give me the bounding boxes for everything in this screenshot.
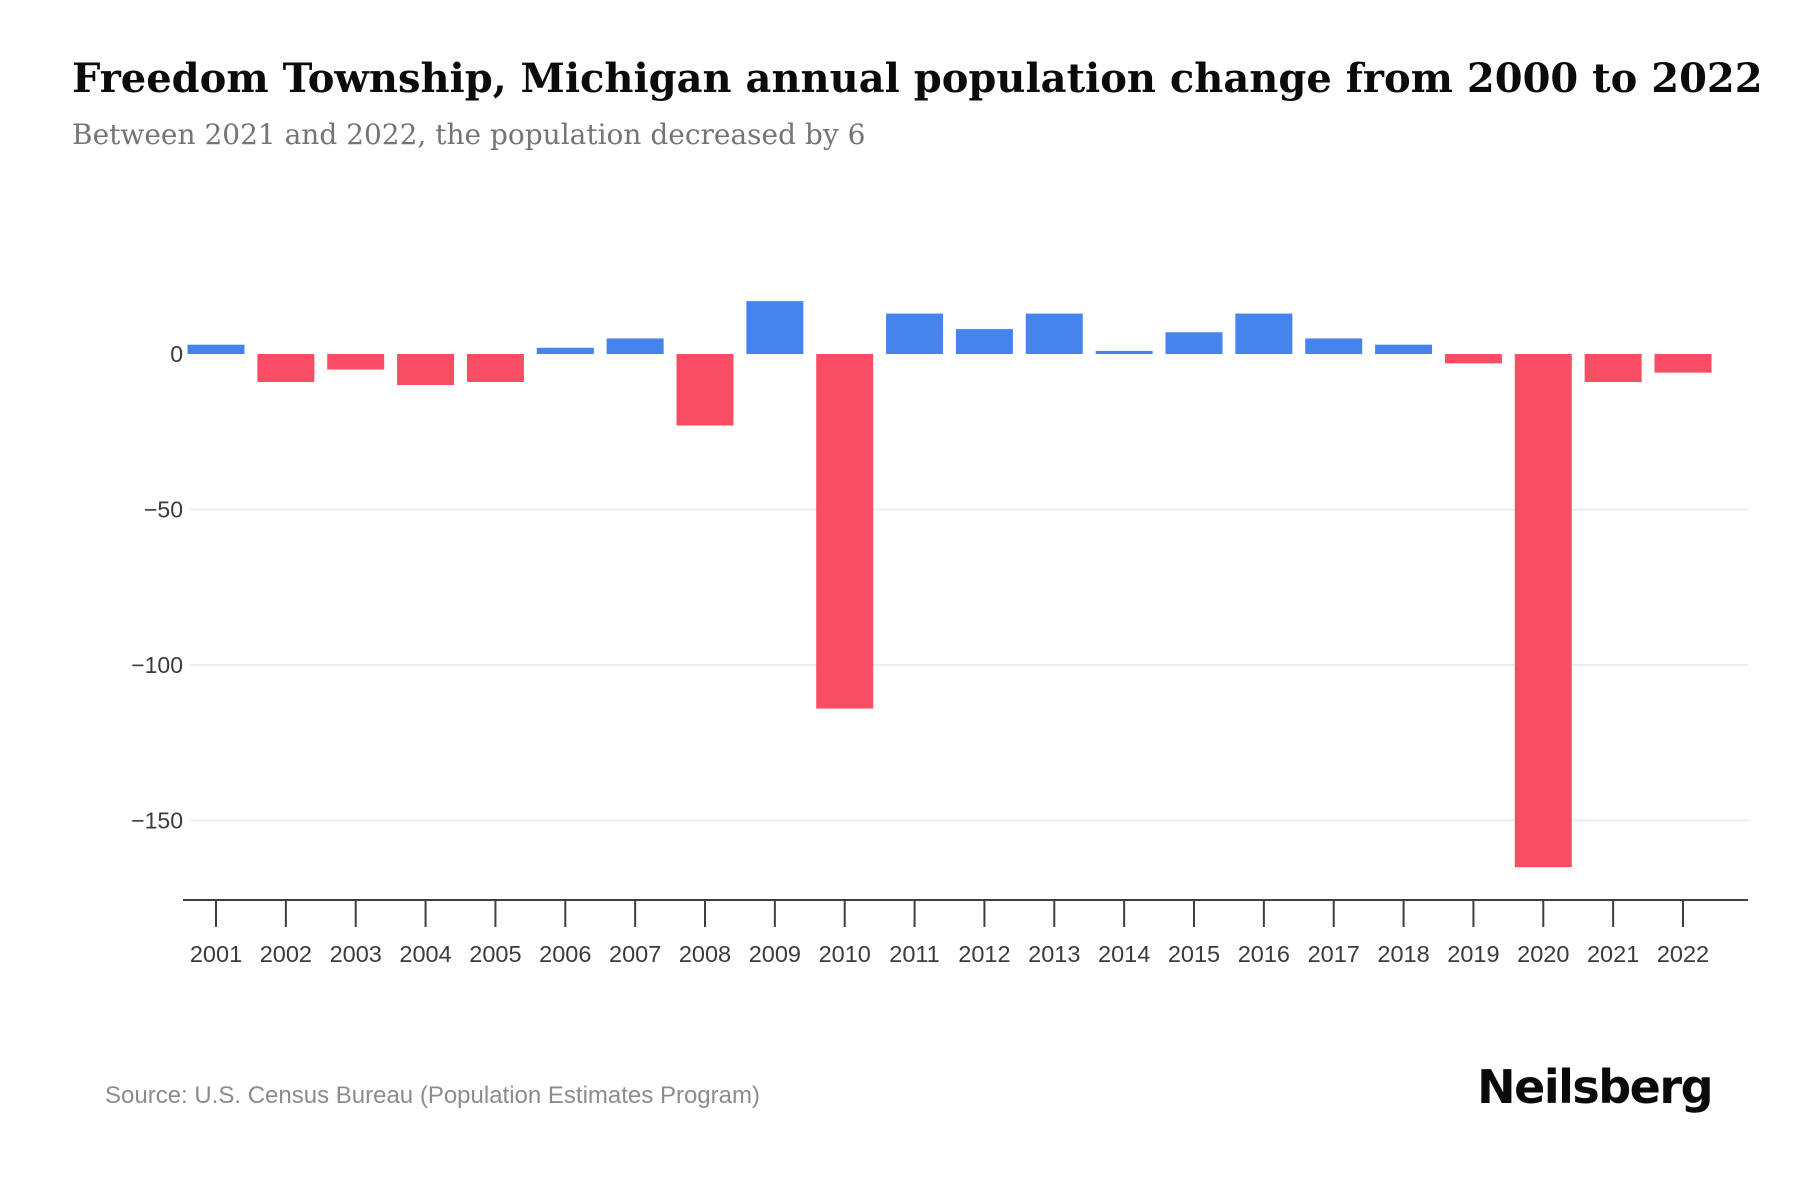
- bar-2022: [1654, 354, 1712, 373]
- y-tick-label--150: −150: [131, 808, 183, 834]
- x-tick-label-2016: 2016: [1238, 941, 1290, 967]
- bar-2005: [466, 354, 524, 382]
- y-tick-label--50: −50: [144, 497, 183, 523]
- bar-2016: [1235, 313, 1293, 354]
- bar-2011: [886, 313, 944, 354]
- chart-subtitle: Between 2021 and 2022, the population de…: [72, 118, 866, 151]
- x-tick-label-2007: 2007: [609, 941, 661, 967]
- bar-2006: [536, 347, 594, 354]
- x-tick-label-2003: 2003: [330, 941, 382, 967]
- bar-2021: [1584, 354, 1642, 382]
- x-tick-label-2011: 2011: [889, 941, 940, 967]
- bar-2019: [1444, 354, 1502, 364]
- bar-2009: [746, 301, 804, 354]
- x-tick-label-2015: 2015: [1168, 941, 1220, 967]
- x-tick-label-2002: 2002: [260, 941, 312, 967]
- x-tick-label-2013: 2013: [1028, 941, 1080, 967]
- bar-2018: [1375, 344, 1433, 354]
- x-tick-label-2012: 2012: [958, 941, 1010, 967]
- brand-logo: Neilsberg: [1477, 1060, 1713, 1114]
- chart-title: Freedom Township, Michigan annual popula…: [72, 55, 1763, 102]
- bar-2015: [1165, 332, 1223, 354]
- x-tick-label-2001: 2001: [190, 941, 242, 967]
- x-tick-label-2022: 2022: [1657, 941, 1709, 967]
- x-tick-label-2018: 2018: [1377, 941, 1429, 967]
- x-tick-label-2009: 2009: [749, 941, 801, 967]
- bar-2014: [1095, 350, 1153, 354]
- bar-2017: [1305, 338, 1363, 354]
- x-tick-label-2021: 2021: [1587, 941, 1639, 967]
- x-tick-label-2004: 2004: [399, 941, 451, 967]
- y-tick-label--100: −100: [131, 652, 183, 678]
- x-tick-label-2020: 2020: [1517, 941, 1569, 967]
- y-tick-label-0: 0: [170, 341, 183, 367]
- bar-2008: [676, 354, 734, 426]
- x-tick-label-2019: 2019: [1447, 941, 1499, 967]
- x-tick-label-2017: 2017: [1308, 941, 1360, 967]
- source-note: Source: U.S. Census Bureau (Population E…: [105, 1082, 760, 1109]
- x-tick-label-2005: 2005: [469, 941, 521, 967]
- bar-2020: [1514, 354, 1572, 868]
- bar-2010: [816, 354, 874, 709]
- bar-2013: [1025, 313, 1083, 354]
- bar-2007: [606, 338, 664, 354]
- x-tick-label-2010: 2010: [819, 941, 871, 967]
- x-tick-label-2014: 2014: [1098, 941, 1150, 967]
- bar-2001: [187, 344, 245, 354]
- bar-2002: [257, 354, 315, 382]
- x-tick-label-2008: 2008: [679, 941, 731, 967]
- bar-2003: [327, 354, 385, 370]
- x-tick-label-2006: 2006: [539, 941, 591, 967]
- bar-2012: [955, 329, 1013, 354]
- bar-2004: [397, 354, 455, 386]
